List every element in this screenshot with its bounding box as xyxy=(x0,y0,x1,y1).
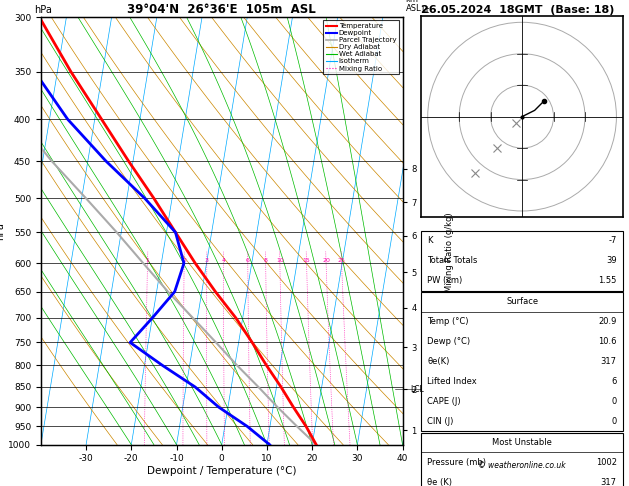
Text: Lifted Index: Lifted Index xyxy=(428,377,477,386)
Text: 6: 6 xyxy=(246,258,250,263)
Text: Pressure (mb): Pressure (mb) xyxy=(428,458,486,467)
Text: hPa: hPa xyxy=(35,4,52,15)
Text: 39: 39 xyxy=(606,256,616,265)
Text: kt: kt xyxy=(421,6,430,15)
Text: CAPE (J): CAPE (J) xyxy=(428,397,461,406)
Text: km
ASL: km ASL xyxy=(406,0,421,13)
Text: 25: 25 xyxy=(338,258,345,263)
Text: Mixing Ratio (g/kg): Mixing Ratio (g/kg) xyxy=(445,212,454,292)
Text: K: K xyxy=(428,236,433,245)
Text: PW (cm): PW (cm) xyxy=(428,276,463,285)
Legend: Temperature, Dewpoint, Parcel Trajectory, Dry Adiabat, Wet Adiabat, Isotherm, Mi: Temperature, Dewpoint, Parcel Trajectory… xyxy=(323,20,399,74)
Title: 39°04'N  26°36'E  105m  ASL: 39°04'N 26°36'E 105m ASL xyxy=(127,3,316,16)
Text: 10: 10 xyxy=(276,258,284,263)
Text: 20: 20 xyxy=(322,258,330,263)
Text: 6: 6 xyxy=(611,377,616,386)
Text: -7: -7 xyxy=(608,236,616,245)
Text: 26.05.2024  18GMT  (Base: 18): 26.05.2024 18GMT (Base: 18) xyxy=(421,4,615,15)
X-axis label: Dewpoint / Temperature (°C): Dewpoint / Temperature (°C) xyxy=(147,466,296,476)
Text: Temp (°C): Temp (°C) xyxy=(428,317,469,326)
Text: 317: 317 xyxy=(601,357,616,366)
Bar xyxy=(421,231,623,291)
Text: LCL: LCL xyxy=(410,384,423,394)
Text: © weatheronline.co.uk: © weatheronline.co.uk xyxy=(478,461,566,470)
Text: Totals Totals: Totals Totals xyxy=(428,256,478,265)
Text: 2: 2 xyxy=(182,258,186,263)
Text: 1002: 1002 xyxy=(596,458,616,467)
Bar xyxy=(421,433,623,486)
Text: Most Unstable: Most Unstable xyxy=(492,438,552,447)
Text: 317: 317 xyxy=(601,478,616,486)
Text: Dewp (°C): Dewp (°C) xyxy=(428,337,470,346)
Text: 3: 3 xyxy=(205,258,209,263)
Text: 20.9: 20.9 xyxy=(598,317,616,326)
Text: θe(K): θe(K) xyxy=(428,357,450,366)
Text: 1: 1 xyxy=(145,258,150,263)
Text: CIN (J): CIN (J) xyxy=(428,417,454,426)
Y-axis label: hPa: hPa xyxy=(0,222,6,240)
Text: 8: 8 xyxy=(264,258,267,263)
Text: 10.6: 10.6 xyxy=(598,337,616,346)
Text: 0: 0 xyxy=(611,417,616,426)
Bar xyxy=(421,292,623,432)
Text: 1.55: 1.55 xyxy=(598,276,616,285)
Text: 0: 0 xyxy=(611,397,616,406)
Text: 15: 15 xyxy=(303,258,311,263)
Text: 4: 4 xyxy=(221,258,225,263)
Text: Surface: Surface xyxy=(506,297,538,306)
Text: θe (K): θe (K) xyxy=(428,478,452,486)
